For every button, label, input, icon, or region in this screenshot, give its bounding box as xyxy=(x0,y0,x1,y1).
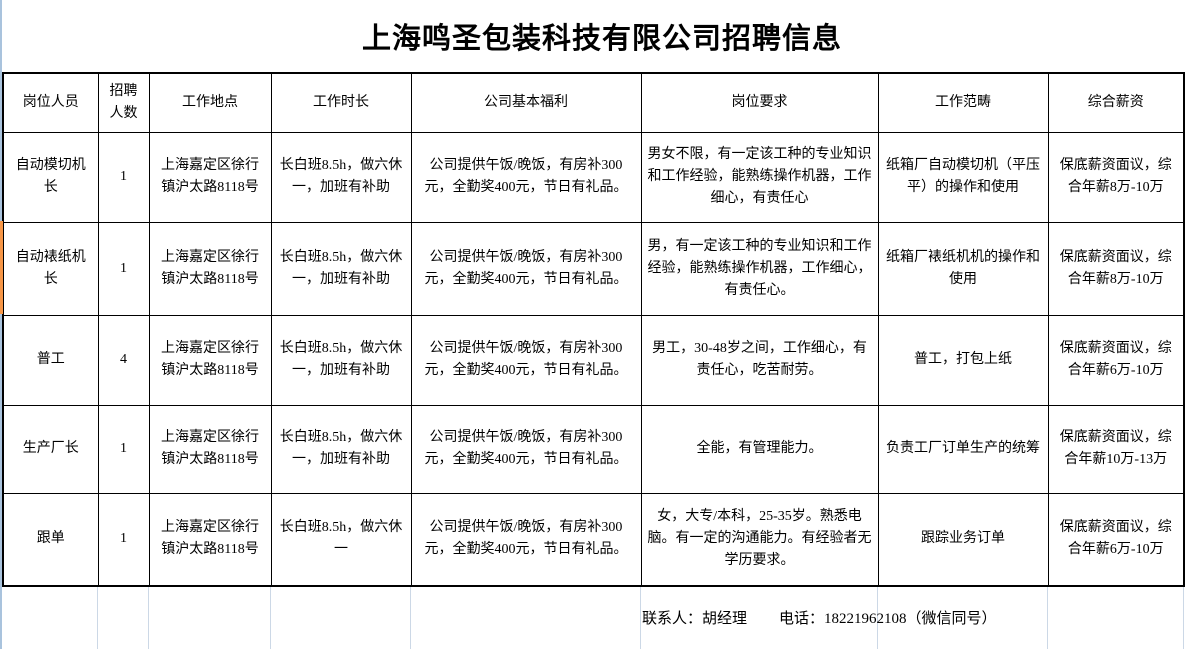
cell-benefits: 公司提供午饭/晚饭，有房补300元，全勤奖400元，节日有礼品。 xyxy=(410,404,642,494)
table-row: 跟单 1 上海嘉定区徐行镇沪太路8118号 长白班8.5h，做六休一 公司提供午… xyxy=(2,492,1185,587)
column-header-scope: 工作范畴 xyxy=(877,72,1049,133)
table-row: 普工 4 上海嘉定区徐行镇沪太路8118号 长白班8.5h，做六休一，加班有补助… xyxy=(2,314,1185,406)
cell-scope: 负责工厂订单生产的统筹 xyxy=(877,404,1049,494)
cell-hours: 长白班8.5h，做六休一 xyxy=(270,492,412,587)
cell-location: 上海嘉定区徐行镇沪太路8118号 xyxy=(148,314,272,406)
cell-salary: 保底薪资面议，综合年薪8万-10万 xyxy=(1047,131,1185,223)
cell-headcount: 4 xyxy=(97,314,150,406)
cell-position: 自动模切机长 xyxy=(2,131,99,223)
table-row: 自动裱纸机长 1 上海嘉定区徐行镇沪太路8118号 长白班8.5h，做六休一，加… xyxy=(2,221,1185,316)
column-header-salary: 综合薪资 xyxy=(1047,72,1185,133)
contact-line: 联系人：胡经理 电话：18221962108（微信同号） xyxy=(642,585,997,649)
cell-location: 上海嘉定区徐行镇沪太路8118号 xyxy=(148,221,272,316)
cell-requirements: 全能，有管理能力。 xyxy=(640,404,879,494)
cell-requirements: 男女不限，有一定该工种的专业知识和工作经验，能熟练操作机器，工作细心，有责任心 xyxy=(640,131,879,223)
row-highlight-marker xyxy=(0,221,3,314)
cell-salary: 保底薪资面议，综合年薪6万-10万 xyxy=(1047,314,1185,406)
contact-person: 联系人：胡经理 xyxy=(642,610,748,627)
header-row: 岗位人员 招聘人数 工作地点 工作时长 公司基本福利 岗位要求 工作范畴 综合薪… xyxy=(2,72,1185,133)
cell-location: 上海嘉定区徐行镇沪太路8118号 xyxy=(148,404,272,494)
cell-position: 跟单 xyxy=(2,492,99,587)
contact-phone: 电话：18221962108（微信同号） xyxy=(779,610,997,627)
column-header-headcount: 招聘人数 xyxy=(97,72,150,133)
gridline xyxy=(97,587,98,649)
gridline xyxy=(1183,587,1184,649)
cell-scope: 纸箱厂自动模切机（平压平）的操作和使用 xyxy=(877,131,1049,223)
cell-benefits: 公司提供午饭/晚饭，有房补300元，全勤奖400元，节日有礼品。 xyxy=(410,314,642,406)
gridline xyxy=(148,587,149,649)
cell-benefits: 公司提供午饭/晚饭，有房补300元，全勤奖400元，节日有礼品。 xyxy=(410,492,642,587)
pane-border-line xyxy=(0,0,2,649)
cell-benefits: 公司提供午饭/晚饭，有房补300元，全勤奖400元，节日有礼品。 xyxy=(410,221,642,316)
cell-headcount: 1 xyxy=(97,492,150,587)
cell-scope: 跟踪业务订单 xyxy=(877,492,1049,587)
cell-scope: 普工，打包上纸 xyxy=(877,314,1049,406)
title-bar: 上海鸣圣包装科技有限公司招聘信息 xyxy=(0,0,1204,72)
cell-hours: 长白班8.5h，做六休一，加班有补助 xyxy=(270,314,412,406)
cell-hours: 长白班8.5h，做六休一，加班有补助 xyxy=(270,131,412,223)
cell-salary: 保底薪资面议，综合年薪8万-10万 xyxy=(1047,221,1185,316)
cell-requirements: 男，有一定该工种的专业知识和工作经验，能熟练操作机器，工作细心，有责任心。 xyxy=(640,221,879,316)
gridline xyxy=(640,587,641,649)
gridline xyxy=(1047,587,1048,649)
column-header-hours: 工作时长 xyxy=(270,72,412,133)
cell-salary: 保底薪资面议，综合年薪10万-13万 xyxy=(1047,404,1185,494)
cell-requirements: 女，大专/本科，25-35岁。熟悉电脑。有一定的沟通能力。有经验者无学历要求。 xyxy=(640,492,879,587)
table-row: 自动模切机长 1 上海嘉定区徐行镇沪太路8118号 长白班8.5h，做六休一，加… xyxy=(2,131,1185,223)
cell-scope: 纸箱厂裱纸机机的操作和使用 xyxy=(877,221,1049,316)
page-title: 上海鸣圣包装科技有限公司招聘信息 xyxy=(361,23,842,55)
column-header-requirements: 岗位要求 xyxy=(640,72,879,133)
cell-position: 生产厂长 xyxy=(2,404,99,494)
cell-salary: 保底薪资面议，综合年薪6万-10万 xyxy=(1047,492,1185,587)
column-header-benefits: 公司基本福利 xyxy=(410,72,642,133)
gridline xyxy=(270,587,271,649)
cell-headcount: 1 xyxy=(97,404,150,494)
cell-headcount: 1 xyxy=(97,221,150,316)
cell-requirements: 男工，30-48岁之间，工作细心，有责任心，吃苦耐劳。 xyxy=(640,314,879,406)
cell-position: 自动裱纸机长 xyxy=(2,221,99,316)
gridline xyxy=(410,587,411,649)
column-header-location: 工作地点 xyxy=(148,72,272,133)
cell-hours: 长白班8.5h，做六休一，加班有补助 xyxy=(270,404,412,494)
cell-location: 上海嘉定区徐行镇沪太路8118号 xyxy=(148,131,272,223)
table-row: 生产厂长 1 上海嘉定区徐行镇沪太路8118号 长白班8.5h，做六休一，加班有… xyxy=(2,404,1185,494)
cell-hours: 长白班8.5h，做六休一，加班有补助 xyxy=(270,221,412,316)
footer-strip: 联系人：胡经理 电话：18221962108（微信同号） xyxy=(0,585,1204,649)
recruitment-table: 岗位人员 招聘人数 工作地点 工作时长 公司基本福利 岗位要求 工作范畴 综合薪… xyxy=(2,72,1185,587)
cell-benefits: 公司提供午饭/晚饭，有房补300元，全勤奖400元，节日有礼品。 xyxy=(410,131,642,223)
cell-position: 普工 xyxy=(2,314,99,406)
cell-headcount: 1 xyxy=(97,131,150,223)
gridline xyxy=(877,587,878,649)
cell-location: 上海嘉定区徐行镇沪太路8118号 xyxy=(148,492,272,587)
column-header-position: 岗位人员 xyxy=(2,72,99,133)
